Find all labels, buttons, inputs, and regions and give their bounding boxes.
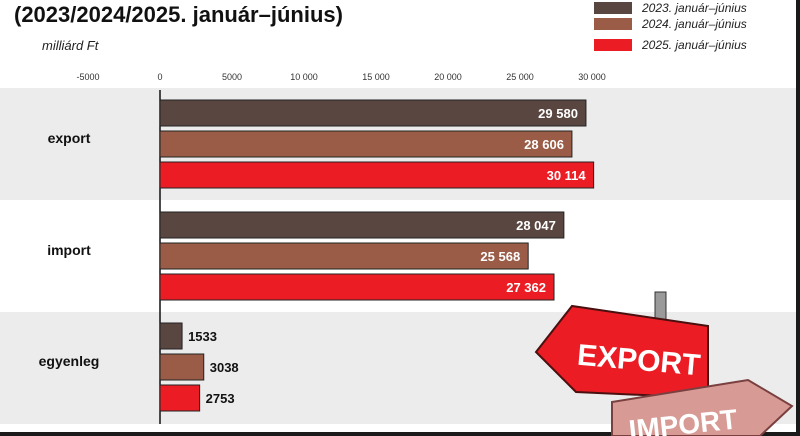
value-label-import-2023: 28 047 bbox=[516, 218, 556, 233]
bar-import-2023 bbox=[159, 211, 565, 239]
legend-swatch-2025 bbox=[594, 39, 632, 51]
value-label-egyenleg-2023: 1533 bbox=[188, 329, 217, 344]
bar-egyenleg-2023 bbox=[159, 322, 183, 350]
value-label-import-2025: 27 362 bbox=[506, 280, 546, 295]
chart-title: (2023/2024/2025. január–június) bbox=[14, 2, 343, 27]
x-tick-label: 25 000 bbox=[506, 72, 534, 82]
value-label-egyenleg-2024: 3038 bbox=[210, 360, 239, 375]
x-tick-label: 30 000 bbox=[578, 72, 606, 82]
legend-label-2025: 2025. január–június bbox=[642, 38, 747, 52]
x-tick-label: 15 000 bbox=[362, 72, 390, 82]
value-label-export-2025: 30 114 bbox=[547, 168, 587, 183]
value-label-egyenleg-2025: 2753 bbox=[206, 391, 235, 406]
unit-label: milliárd Ft bbox=[42, 38, 99, 53]
legend-label-2024: 2024. január–június bbox=[642, 17, 747, 31]
x-tick-label: -5000 bbox=[76, 72, 99, 82]
category-label-egyenleg: egyenleg bbox=[39, 353, 100, 369]
bar-export-2024 bbox=[159, 130, 573, 158]
bar-import-2025 bbox=[159, 273, 555, 301]
legend-item-2024: 2024. január–június bbox=[594, 16, 794, 32]
bar-egyenleg-2025 bbox=[159, 384, 201, 412]
x-tick-label: 20 000 bbox=[434, 72, 462, 82]
category-label-import: import bbox=[47, 242, 91, 258]
value-label-import-2024: 25 568 bbox=[480, 249, 520, 264]
legend-item-2025: 2025. január–június bbox=[594, 37, 794, 53]
legend-swatch-2023 bbox=[594, 2, 632, 14]
bar-import-2024 bbox=[159, 242, 529, 270]
value-label-export-2024: 28 606 bbox=[524, 137, 564, 152]
export-sign bbox=[534, 304, 709, 400]
x-tick-label: 5000 bbox=[222, 72, 242, 82]
legend-label-2023: 2023. január–június bbox=[642, 1, 747, 15]
import-sign bbox=[611, 378, 794, 436]
x-tick-label: 10 000 bbox=[290, 72, 318, 82]
legend-swatch-2024 bbox=[594, 18, 632, 30]
bar-export-2023 bbox=[159, 99, 587, 127]
x-tick-label: 0 bbox=[157, 72, 162, 82]
value-label-export-2023: 29 580 bbox=[538, 106, 578, 121]
legend-item-2023: 2023. január–június bbox=[594, 0, 794, 16]
category-label-export: export bbox=[48, 130, 91, 146]
bar-egyenleg-2024 bbox=[159, 353, 205, 381]
bar-export-2025 bbox=[159, 161, 595, 189]
